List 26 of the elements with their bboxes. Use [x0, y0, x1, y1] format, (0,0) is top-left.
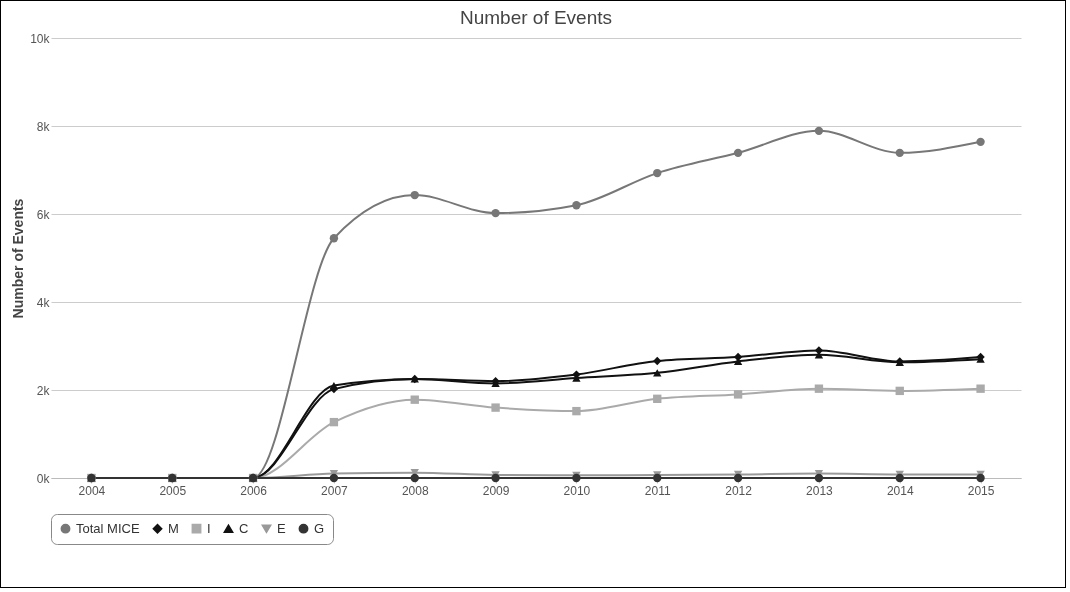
legend-label: M: [168, 520, 179, 536]
x-tick-label: 2010: [563, 483, 591, 498]
x-tick-label: 2014: [886, 483, 914, 498]
legend-label: G: [314, 520, 325, 536]
y-tick-label: 6k: [36, 207, 51, 222]
x-tick-label: 2007: [321, 483, 349, 498]
chart-title: Number of Events: [459, 7, 613, 28]
x-tick-label: 2013: [806, 483, 834, 498]
x-tick-label: 2005: [159, 483, 187, 498]
x-tick-label: 2012: [725, 483, 753, 498]
legend-label: Total MICE: [76, 520, 140, 536]
y-tick-label: 8k: [36, 119, 51, 134]
y-tick-label: 10k: [30, 31, 51, 46]
legend-label: C: [239, 520, 249, 536]
y-tick-label: 0k: [36, 471, 51, 486]
y-tick-label: 4k: [36, 295, 51, 310]
x-tick-label: 2008: [401, 483, 429, 498]
x-tick-label: 2009: [482, 483, 510, 498]
x-tick-label: 2011: [644, 483, 671, 498]
x-tick-label: 2004: [78, 483, 106, 498]
x-tick-label: 2015: [967, 483, 995, 498]
y-axis-title: Number of Events: [10, 198, 27, 319]
y-tick-label: 2k: [36, 383, 51, 398]
legend-label: I: [207, 520, 211, 536]
x-tick-label: 2006: [240, 483, 268, 498]
legend-label: E: [277, 520, 286, 536]
